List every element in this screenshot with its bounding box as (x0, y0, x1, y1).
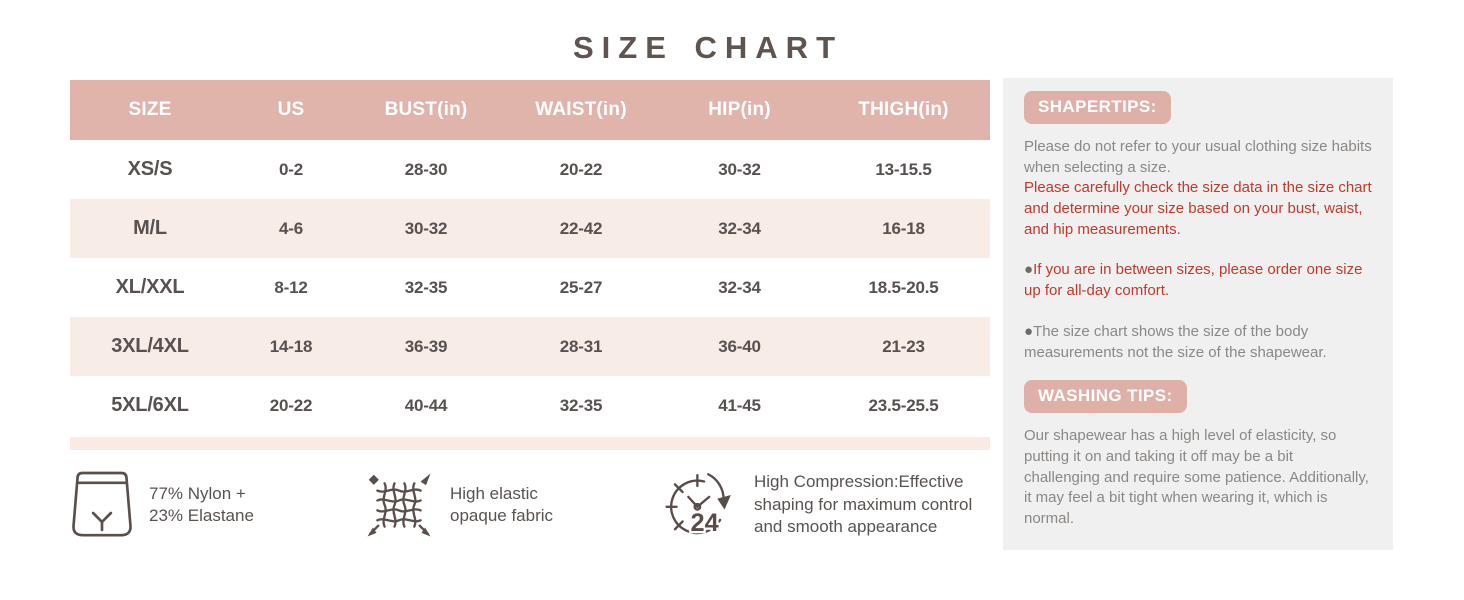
feature-line: and smooth appearance (754, 517, 938, 537)
cell-hip: 36-40 (718, 336, 761, 356)
cell-us: 4-6 (279, 218, 303, 238)
clock-24-label: 24 (691, 509, 719, 537)
cell-size: M/L (133, 217, 167, 239)
cell-hip: 32-34 (718, 277, 761, 297)
feature-line: 77% Nylon + (149, 483, 246, 503)
bullet-icon: ● (1024, 322, 1034, 340)
clock-24-icon: 24 (665, 473, 731, 540)
cell-size: XL/XXL (115, 276, 185, 298)
cell-waist: 20-22 (559, 159, 603, 179)
cell-waist: 28-31 (559, 336, 603, 356)
mesh-stretch-icon (367, 473, 431, 537)
feature-line: shaping for maximum control (754, 494, 973, 514)
cell-us: 8-12 (274, 277, 308, 297)
cell-hip: 41-45 (718, 395, 761, 415)
feature-text-elastic: High elastic opaque fabric (450, 483, 553, 528)
table-bottom-strip (70, 437, 990, 450)
cell-us: 0-2 (279, 159, 303, 179)
col-header-size: SIZE (70, 80, 230, 140)
table-row: XS/S 0-2 28-30 20-22 30-32 13-15.5 (70, 140, 990, 199)
feature-elastic: High elastic opaque fabric (363, 464, 553, 546)
feature-line: High Compression:Effective (754, 472, 964, 492)
feature-text-compression: High Compression:Effective shaping for m… (754, 471, 972, 538)
feature-material: 77% Nylon + 23% Elastane (70, 464, 254, 546)
table-row: M/L 4-6 30-32 22-42 32-34 16-18 (70, 199, 990, 258)
cell-us: 20-22 (269, 395, 313, 415)
shaper-tip-4: ●The size chart shows the size of the bo… (1024, 322, 1372, 363)
table-row: 5XL/6XL 20-22 40-44 32-35 41-45 23.5-25.… (70, 376, 990, 435)
col-header-hip: HIP(in) (662, 80, 817, 140)
washing-tip-1: Our shapewear has a high level of elasti… (1024, 427, 1369, 527)
table-row: XL/XXL 8-12 32-35 25-27 32-34 18.5-20.5 (70, 258, 990, 317)
cell-us: 14-18 (269, 336, 313, 356)
table-row: 3XL/4XL 14-18 36-39 28-31 36-40 21-23 (70, 317, 990, 376)
cell-bust: 30-32 (404, 218, 448, 238)
tips-sidebar: SHAPERTIPS: Please do not refer to your … (1003, 78, 1393, 550)
cell-size: 3XL/4XL (111, 335, 189, 357)
shaper-tip-3-text: If you are in between sizes, please orde… (1024, 261, 1363, 300)
shaper-tip-2: Please carefully check the size data in … (1024, 179, 1372, 238)
cell-bust: 36-39 (404, 336, 448, 356)
feature-compression: 24 High Compression:Effective shaping fo… (663, 464, 972, 546)
cell-size: 5XL/6XL (111, 394, 189, 416)
shaper-tip-3: ●If you are in between sizes, please ord… (1024, 260, 1372, 301)
cell-thigh: 16-18 (882, 218, 925, 238)
col-header-us: US (230, 80, 352, 140)
cell-hip: 30-32 (718, 159, 761, 179)
size-chart-table: SIZE US BUST(in) WAIST(in) HIP(in) THIGH… (70, 80, 990, 435)
shaper-tip-4-text: The size chart shows the size of the bod… (1024, 322, 1327, 361)
bullet-icon: ● (1024, 261, 1034, 279)
shorts-icon (72, 471, 132, 537)
shaper-tips-badge: SHAPERTIPS: (1024, 91, 1171, 124)
cell-thigh: 13-15.5 (875, 159, 932, 179)
cell-bust: 32-35 (404, 277, 448, 297)
cell-thigh: 21-23 (882, 336, 925, 356)
cell-bust: 40-44 (404, 395, 448, 415)
cell-waist: 22-42 (559, 218, 603, 238)
cell-bust: 28-30 (404, 159, 448, 179)
cell-waist: 32-35 (559, 395, 603, 415)
cell-waist: 25-27 (559, 277, 603, 297)
feature-line: opaque fabric (450, 506, 554, 525)
col-header-waist: WAIST(in) (500, 80, 662, 140)
cell-thigh: 23.5-25.5 (868, 395, 939, 415)
cell-hip: 32-34 (718, 218, 761, 238)
col-header-thigh: THIGH(in) (817, 80, 990, 140)
cell-thigh: 18.5-20.5 (868, 277, 939, 297)
page-title: SIZE CHART (573, 30, 843, 65)
washing-tips-badge: WASHING TIPS: (1024, 380, 1187, 414)
feature-line: 23% Elastane (149, 506, 254, 525)
cell-size: XS/S (127, 158, 173, 180)
col-header-bust: BUST(in) (352, 80, 500, 140)
table-header-row: SIZE US BUST(in) WAIST(in) HIP(in) THIGH… (70, 80, 990, 140)
feature-text-material: 77% Nylon + 23% Elastane (149, 483, 254, 528)
shaper-tip-1: Please do not refer to your usual clothi… (1024, 138, 1372, 176)
feature-line: High elastic (450, 483, 538, 503)
size-chart-section: SIZE US BUST(in) WAIST(in) HIP(in) THIGH… (70, 80, 990, 450)
